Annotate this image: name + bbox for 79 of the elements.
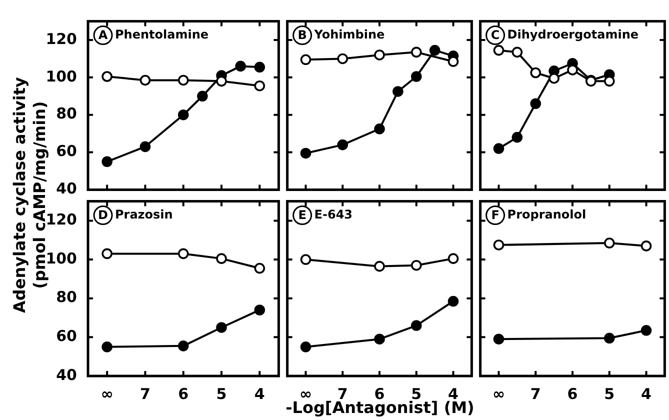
text: Phentolamine bbox=[115, 27, 209, 42]
point bbox=[178, 109, 189, 120]
point bbox=[254, 80, 266, 92]
text: Propranolol bbox=[507, 207, 586, 222]
y-tick-label: 120 bbox=[46, 30, 77, 48]
point bbox=[300, 254, 312, 265]
point bbox=[178, 74, 189, 86]
point bbox=[448, 56, 459, 67]
point bbox=[512, 132, 523, 143]
y-tick-label: 60 bbox=[56, 142, 77, 160]
point bbox=[300, 341, 312, 352]
point bbox=[178, 248, 189, 260]
point bbox=[448, 296, 459, 307]
x-tick-label: 4 bbox=[254, 384, 265, 403]
point bbox=[493, 240, 504, 250]
point bbox=[197, 90, 208, 102]
x-tick-label: 7 bbox=[530, 384, 541, 403]
point bbox=[337, 53, 348, 64]
point bbox=[254, 304, 266, 316]
x-tick-label: 4 bbox=[641, 384, 652, 403]
point bbox=[512, 46, 523, 58]
x-tick-label: 6 bbox=[567, 384, 578, 403]
y-tick-label: 80 bbox=[56, 288, 77, 306]
point bbox=[640, 324, 652, 336]
point bbox=[300, 54, 312, 66]
x-tick-label: 7 bbox=[140, 384, 150, 403]
point bbox=[102, 248, 112, 260]
point bbox=[604, 332, 615, 344]
point bbox=[429, 44, 440, 56]
point bbox=[374, 334, 385, 345]
point bbox=[640, 240, 652, 252]
point bbox=[530, 67, 542, 78]
point bbox=[102, 71, 112, 82]
point bbox=[178, 340, 189, 352]
annotation: D bbox=[98, 208, 108, 222]
point bbox=[410, 46, 422, 58]
point bbox=[140, 74, 151, 86]
x-tick-label: ∞ bbox=[100, 384, 114, 403]
point bbox=[410, 320, 422, 331]
text: Dihydroergotamine bbox=[507, 27, 639, 42]
point bbox=[410, 260, 422, 271]
point bbox=[254, 262, 266, 274]
point bbox=[254, 62, 266, 73]
point bbox=[374, 123, 385, 134]
y-tick-label: 80 bbox=[56, 104, 77, 123]
annotation: A bbox=[98, 28, 108, 42]
point bbox=[567, 64, 578, 76]
annotation: E bbox=[298, 208, 306, 222]
annotation: F bbox=[491, 208, 500, 222]
x-tick-label: 6 bbox=[178, 384, 189, 403]
annotation: B bbox=[298, 28, 307, 42]
text: Yohimbine bbox=[313, 27, 385, 42]
point bbox=[410, 71, 422, 82]
point bbox=[102, 341, 112, 352]
x-tick-label: 5 bbox=[216, 384, 227, 403]
y-tick-label: 40 bbox=[56, 366, 77, 384]
point bbox=[493, 143, 504, 154]
point bbox=[140, 141, 151, 152]
point bbox=[530, 98, 542, 110]
y-tick-label: 60 bbox=[56, 327, 77, 346]
text: Prazosin bbox=[115, 207, 173, 222]
annotation: C bbox=[490, 28, 500, 42]
point bbox=[102, 156, 112, 168]
y-tick-label: 40 bbox=[56, 180, 77, 198]
point bbox=[493, 44, 504, 56]
point bbox=[300, 148, 312, 159]
point bbox=[216, 322, 227, 333]
point bbox=[448, 253, 459, 264]
point bbox=[493, 334, 504, 345]
point bbox=[604, 238, 615, 248]
point bbox=[235, 60, 246, 72]
point bbox=[337, 139, 348, 150]
point bbox=[374, 50, 385, 60]
text: E-643 bbox=[314, 207, 353, 222]
point bbox=[374, 260, 385, 272]
point bbox=[392, 86, 404, 97]
point bbox=[216, 253, 227, 264]
x-tick-label: ∞ bbox=[492, 384, 505, 403]
x-tick-label: 5 bbox=[604, 384, 615, 403]
